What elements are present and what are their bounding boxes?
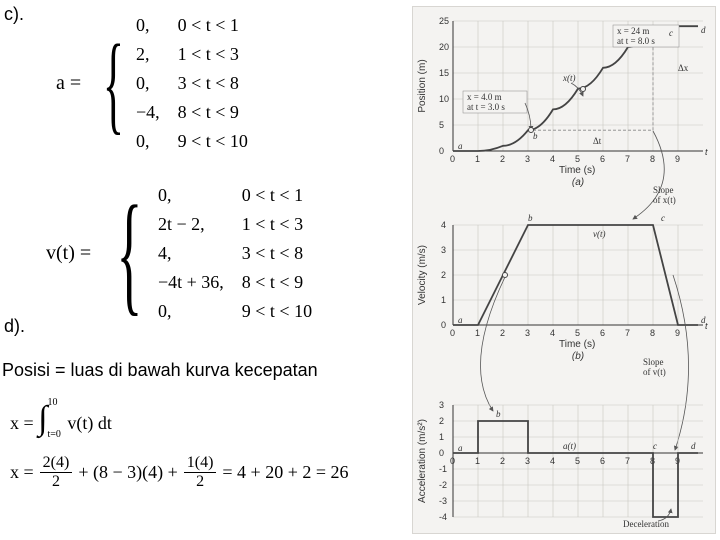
svg-text:6: 6 [600, 154, 605, 164]
svg-text:5: 5 [575, 456, 580, 466]
svg-text:of v(t): of v(t) [643, 367, 666, 377]
charts-panel: 0510152025 0123456789 x = 24 m at t = 8.… [412, 6, 716, 534]
svg-text:0: 0 [450, 456, 455, 466]
svg-text:v(t): v(t) [593, 229, 606, 239]
svg-text:5: 5 [575, 328, 580, 338]
svg-text:0: 0 [439, 146, 444, 156]
svg-text:8: 8 [650, 154, 655, 164]
svg-text:9: 9 [675, 154, 680, 164]
svg-text:b: b [533, 131, 538, 141]
svg-text:7: 7 [625, 154, 630, 164]
svg-text:c: c [661, 213, 665, 223]
svg-text:1: 1 [439, 432, 444, 442]
svg-text:b: b [496, 409, 501, 419]
svg-text:a: a [458, 315, 463, 325]
chart-velocity: 01234 0123456789 v(t) a b c d Velocity (… [417, 213, 708, 362]
svg-text:4: 4 [441, 220, 446, 230]
svg-text:a(t): a(t) [563, 441, 576, 451]
svg-text:1: 1 [441, 295, 446, 305]
svg-text:10: 10 [439, 94, 449, 104]
svg-text:-2: -2 [439, 480, 447, 490]
svg-text:1: 1 [475, 154, 480, 164]
svg-text:d: d [701, 25, 706, 35]
svg-text:0: 0 [441, 320, 446, 330]
svg-text:Position (m): Position (m) [417, 59, 428, 112]
svg-text:2: 2 [439, 416, 444, 426]
eq-v-cases: 0,0 < t < 1 2t − 2,1 < t < 3 4,3 < t < 8… [148, 180, 322, 327]
label-c: c). [4, 4, 24, 25]
svg-text:3: 3 [525, 456, 530, 466]
svg-text:1: 1 [475, 456, 480, 466]
svg-text:2: 2 [441, 270, 446, 280]
svg-text:of x(t): of x(t) [653, 195, 676, 205]
brace-icon: { [103, 34, 124, 133]
svg-text:4: 4 [550, 328, 555, 338]
svg-text:Time (s): Time (s) [559, 165, 595, 176]
eq-a-lhs: a = [56, 72, 81, 95]
svg-text:9: 9 [675, 328, 680, 338]
svg-text:Slope: Slope [643, 357, 664, 367]
svg-text:2: 2 [500, 154, 505, 164]
svg-text:15: 15 [439, 68, 449, 78]
svg-text:8: 8 [650, 328, 655, 338]
svg-text:3: 3 [441, 245, 446, 255]
label-d: d). [4, 316, 25, 337]
svg-text:4: 4 [550, 456, 555, 466]
svg-text:a: a [458, 443, 463, 453]
svg-text:b: b [528, 213, 533, 223]
svg-text:x = 4.0 m: x = 4.0 m [467, 92, 502, 102]
svg-text:-3: -3 [439, 496, 447, 506]
eq-a-cases: 0,0 < t < 1 2,1 < t < 3 0,3 < t < 8 −4,8… [126, 10, 258, 157]
svg-text:Time (s): Time (s) [559, 339, 595, 350]
svg-text:25: 25 [439, 16, 449, 26]
equation-v: v(t) = { 0,0 < t < 1 2t − 2,1 < t < 3 4,… [46, 180, 322, 327]
svg-text:5: 5 [439, 120, 444, 130]
svg-text:6: 6 [600, 456, 605, 466]
svg-text:Slope: Slope [653, 185, 674, 195]
equation-a: a = { 0,0 < t < 1 2,1 < t < 3 0,3 < t < … [56, 10, 258, 157]
svg-text:t: t [705, 321, 708, 331]
svg-text:c: c [653, 441, 657, 451]
integral-icon: ∫ [38, 407, 47, 431]
svg-text:0: 0 [450, 154, 455, 164]
svg-text:2: 2 [500, 456, 505, 466]
svg-text:7: 7 [625, 456, 630, 466]
svg-text:2: 2 [500, 328, 505, 338]
svg-text:c: c [669, 28, 673, 38]
svg-text:7: 7 [625, 328, 630, 338]
chart-position: 0 5 10 15 20 25 0 1 2 3 4 5 6 7 8 9 x = 24 m at t = 8.… [417, 16, 708, 188]
equation-integral: x = ∫ 10 t=0 v(t) dt [10, 398, 112, 440]
svg-text:20: 20 [439, 42, 449, 52]
eq-v-lhs: v(t) = [46, 242, 91, 265]
svg-text:x = 24 m: x = 24 m [617, 26, 649, 36]
svg-text:-4: -4 [439, 512, 447, 522]
svg-text:Acceleration (m/s²): Acceleration (m/s²) [417, 419, 428, 503]
svg-text:4: 4 [550, 154, 555, 164]
svg-text:(a): (a) [572, 177, 584, 188]
svg-text:d: d [691, 441, 696, 451]
svg-text:6: 6 [600, 328, 605, 338]
svg-text:Deceleration: Deceleration [623, 519, 669, 529]
posisi-text: Posisi = luas di bawah kurva kecepatan [2, 360, 318, 381]
svg-text:(b): (b) [572, 351, 584, 362]
chart-acceleration: -4-3-2-10123 0123456789 a(t) a b c d Dec… [417, 400, 703, 529]
svg-text:0: 0 [450, 328, 455, 338]
svg-text:at t = 3.0 s: at t = 3.0 s [467, 102, 505, 112]
svg-text:5: 5 [575, 154, 580, 164]
svg-text:x(t): x(t) [562, 73, 576, 83]
svg-text:Δt: Δt [593, 136, 602, 146]
brace-icon: { [117, 193, 143, 315]
svg-text:0: 0 [439, 448, 444, 458]
svg-text:a: a [458, 141, 463, 151]
svg-text:-1: -1 [439, 464, 447, 474]
svg-text:1: 1 [475, 328, 480, 338]
equation-result: x = 2(4)2 + (8 − 3)(4) + 1(4)2 = 4 + 20 … [10, 454, 349, 491]
svg-text:3: 3 [525, 328, 530, 338]
svg-text:3: 3 [439, 400, 444, 410]
svg-text:3: 3 [525, 154, 530, 164]
svg-text:Velocity (m/s): Velocity (m/s) [417, 245, 428, 305]
svg-text:Δx: Δx [678, 63, 689, 73]
svg-text:at t = 8.0 s: at t = 8.0 s [617, 36, 655, 46]
svg-text:t: t [705, 147, 708, 157]
